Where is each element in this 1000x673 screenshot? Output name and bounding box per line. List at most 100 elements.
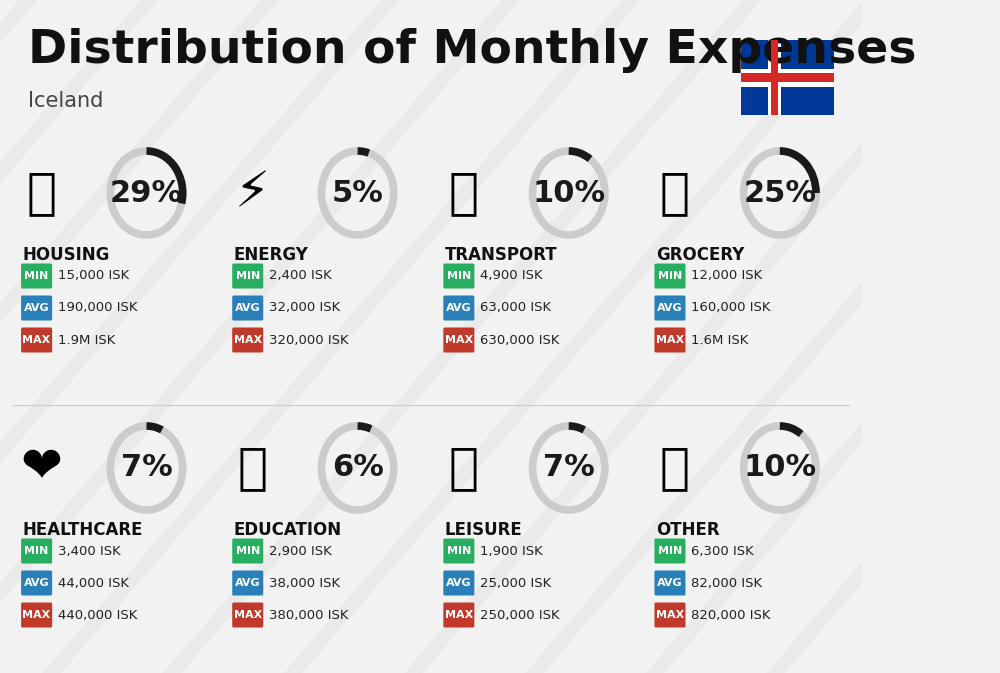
Text: 6%: 6% <box>332 454 384 483</box>
FancyBboxPatch shape <box>21 571 52 596</box>
Text: EDUCATION: EDUCATION <box>234 521 342 539</box>
Text: 44,000 ISK: 44,000 ISK <box>58 577 129 590</box>
Text: 63,000 ISK: 63,000 ISK <box>480 302 551 314</box>
Text: 🚌: 🚌 <box>449 169 479 217</box>
Text: GROCERY: GROCERY <box>656 246 744 264</box>
FancyBboxPatch shape <box>654 328 685 353</box>
FancyBboxPatch shape <box>443 571 474 596</box>
FancyBboxPatch shape <box>21 295 52 320</box>
Text: 190,000 ISK: 190,000 ISK <box>58 302 137 314</box>
Text: MAX: MAX <box>22 610 51 620</box>
Text: 10%: 10% <box>532 178 605 207</box>
Text: 630,000 ISK: 630,000 ISK <box>480 334 559 347</box>
FancyBboxPatch shape <box>232 328 263 353</box>
Bar <box>741 73 834 82</box>
Text: HEALTHCARE: HEALTHCARE <box>22 521 143 539</box>
Text: 440,000 ISK: 440,000 ISK <box>58 608 137 621</box>
Text: AVG: AVG <box>657 303 683 313</box>
FancyBboxPatch shape <box>654 538 685 563</box>
Text: 3,400 ISK: 3,400 ISK <box>58 544 120 557</box>
Text: MIN: MIN <box>658 546 682 556</box>
Text: 💰: 💰 <box>660 444 690 492</box>
Text: 320,000 ISK: 320,000 ISK <box>269 334 348 347</box>
Text: ❤: ❤ <box>20 444 62 492</box>
Text: MAX: MAX <box>22 335 51 345</box>
Text: AVG: AVG <box>446 578 472 588</box>
FancyBboxPatch shape <box>654 264 685 289</box>
FancyBboxPatch shape <box>21 328 52 353</box>
Text: 250,000 ISK: 250,000 ISK <box>480 608 560 621</box>
Text: 38,000 ISK: 38,000 ISK <box>269 577 340 590</box>
Text: LEISURE: LEISURE <box>445 521 522 539</box>
Text: MAX: MAX <box>656 610 684 620</box>
Text: 🛒: 🛒 <box>660 169 690 217</box>
FancyBboxPatch shape <box>232 571 263 596</box>
Text: MAX: MAX <box>234 610 262 620</box>
Text: 🏢: 🏢 <box>26 169 56 217</box>
Bar <box>741 69 834 87</box>
Text: OTHER: OTHER <box>656 521 719 539</box>
Text: 7%: 7% <box>543 454 595 483</box>
Text: 32,000 ISK: 32,000 ISK <box>269 302 340 314</box>
Text: MIN: MIN <box>658 271 682 281</box>
Text: 1.9M ISK: 1.9M ISK <box>58 334 115 347</box>
Text: TRANSPORT: TRANSPORT <box>445 246 557 264</box>
FancyBboxPatch shape <box>654 602 685 627</box>
Text: MAX: MAX <box>445 610 473 620</box>
Text: 29%: 29% <box>110 178 183 207</box>
Text: 12,000 ISK: 12,000 ISK <box>691 269 762 283</box>
FancyBboxPatch shape <box>21 264 52 289</box>
FancyBboxPatch shape <box>21 602 52 627</box>
Text: 820,000 ISK: 820,000 ISK <box>691 608 771 621</box>
FancyBboxPatch shape <box>443 328 474 353</box>
Bar <box>741 40 834 115</box>
FancyBboxPatch shape <box>443 538 474 563</box>
Bar <box>771 40 778 115</box>
FancyBboxPatch shape <box>654 571 685 596</box>
FancyBboxPatch shape <box>443 295 474 320</box>
Text: AVG: AVG <box>657 578 683 588</box>
Text: 160,000 ISK: 160,000 ISK <box>691 302 771 314</box>
FancyBboxPatch shape <box>21 538 52 563</box>
FancyBboxPatch shape <box>232 538 263 563</box>
Text: 🎓: 🎓 <box>237 444 267 492</box>
Text: 1,900 ISK: 1,900 ISK <box>480 544 543 557</box>
Text: MAX: MAX <box>445 335 473 345</box>
Text: ENERGY: ENERGY <box>234 246 308 264</box>
Text: AVG: AVG <box>24 578 49 588</box>
FancyBboxPatch shape <box>232 602 263 627</box>
Bar <box>768 40 781 115</box>
FancyBboxPatch shape <box>654 295 685 320</box>
Text: MAX: MAX <box>234 335 262 345</box>
Text: 1.6M ISK: 1.6M ISK <box>691 334 748 347</box>
Text: 82,000 ISK: 82,000 ISK <box>691 577 762 590</box>
Text: MIN: MIN <box>447 271 471 281</box>
Text: MIN: MIN <box>24 546 49 556</box>
Text: 380,000 ISK: 380,000 ISK <box>269 608 348 621</box>
Text: HOUSING: HOUSING <box>22 246 110 264</box>
Text: 25,000 ISK: 25,000 ISK <box>480 577 551 590</box>
Text: 15,000 ISK: 15,000 ISK <box>58 269 129 283</box>
Text: ⚡: ⚡ <box>235 169 270 217</box>
Text: Iceland: Iceland <box>28 91 103 111</box>
Text: AVG: AVG <box>235 303 261 313</box>
Text: 🛍: 🛍 <box>449 444 479 492</box>
Text: 2,900 ISK: 2,900 ISK <box>269 544 332 557</box>
FancyBboxPatch shape <box>443 602 474 627</box>
FancyBboxPatch shape <box>443 264 474 289</box>
Text: AVG: AVG <box>235 578 261 588</box>
Text: Distribution of Monthly Expenses: Distribution of Monthly Expenses <box>28 28 916 73</box>
Text: MIN: MIN <box>447 546 471 556</box>
Text: MIN: MIN <box>24 271 49 281</box>
Text: 25%: 25% <box>743 178 816 207</box>
Text: MIN: MIN <box>236 546 260 556</box>
FancyBboxPatch shape <box>232 295 263 320</box>
Text: 7%: 7% <box>121 454 172 483</box>
Text: 2,400 ISK: 2,400 ISK <box>269 269 332 283</box>
Text: MAX: MAX <box>656 335 684 345</box>
Text: AVG: AVG <box>446 303 472 313</box>
FancyBboxPatch shape <box>232 264 263 289</box>
Text: 10%: 10% <box>743 454 816 483</box>
Text: 4,900 ISK: 4,900 ISK <box>480 269 543 283</box>
Text: 5%: 5% <box>332 178 384 207</box>
